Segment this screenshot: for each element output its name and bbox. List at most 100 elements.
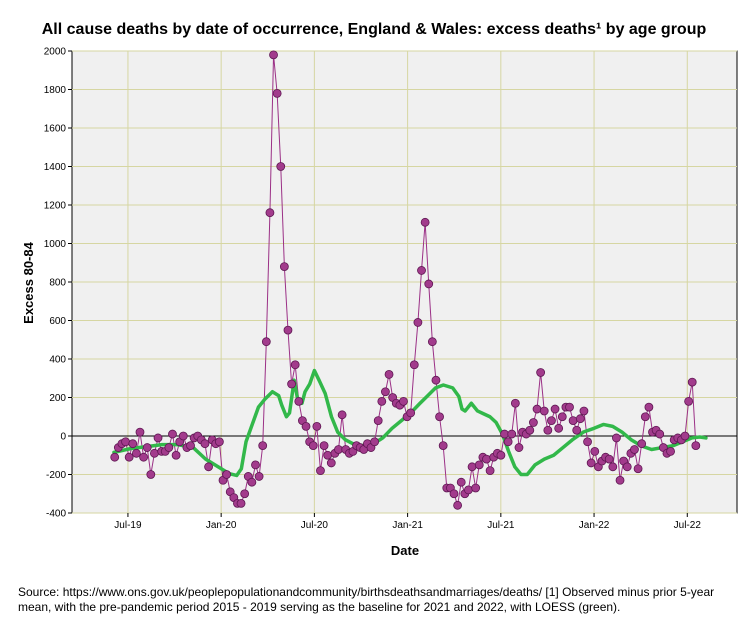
data-point — [168, 429, 177, 439]
data-point — [290, 360, 300, 370]
data-point — [124, 452, 134, 462]
axes: -400 -200 0 200 400 600 800 1000 1200 1400 1600 180… — [44, 47, 737, 531]
gridlines — [72, 50, 737, 514]
y-tick-label: 1000 — [44, 239, 67, 250]
data-point — [294, 396, 304, 406]
data-point — [644, 402, 654, 412]
y-tick-label: 2000 — [44, 47, 67, 58]
data-point — [276, 162, 286, 171]
data-point — [131, 448, 141, 458]
data-point — [110, 452, 120, 462]
data-point — [583, 437, 592, 447]
data-point — [557, 412, 567, 422]
x-axis-label: Date — [391, 543, 419, 558]
data-point — [655, 429, 665, 439]
data-point — [467, 462, 477, 472]
data-point — [406, 408, 416, 418]
data-point — [334, 445, 343, 454]
data-point — [471, 483, 481, 493]
data-point — [373, 416, 383, 426]
data-point — [337, 410, 347, 420]
data-point — [164, 443, 174, 452]
data-point — [449, 489, 459, 499]
data-point — [543, 425, 553, 435]
data-point — [485, 466, 495, 476]
data-point — [608, 462, 618, 472]
x-tick-label: Jan-21 — [392, 520, 423, 531]
data-point — [622, 462, 632, 472]
data-point — [171, 450, 181, 460]
data-point — [261, 337, 271, 347]
data-point — [200, 439, 210, 449]
data-point — [178, 431, 188, 441]
data-point — [684, 396, 694, 406]
data-point — [399, 396, 408, 406]
y-tick-label: 0 — [60, 432, 66, 443]
x-tick-label: Jan-20 — [206, 520, 237, 531]
data-point — [503, 437, 513, 447]
data-point — [496, 450, 506, 460]
data-point — [482, 454, 491, 464]
y-tick-label: 200 — [49, 393, 66, 404]
data-point — [565, 402, 574, 412]
data-points — [110, 50, 701, 510]
data-point — [377, 396, 387, 406]
data-point — [135, 427, 145, 437]
data-point — [287, 379, 296, 389]
y-tick-label: -400 — [46, 509, 66, 520]
data-point — [222, 470, 232, 479]
x-tick-label: Jul-22 — [674, 520, 702, 531]
data-point — [507, 429, 517, 439]
y-tick-label: 1600 — [44, 124, 67, 135]
data-point — [384, 369, 394, 379]
data-point — [139, 452, 149, 462]
data-point — [586, 458, 596, 468]
data-point — [424, 279, 434, 289]
data-point — [633, 464, 643, 474]
data-point — [146, 470, 156, 479]
y-tick-label: -200 — [46, 470, 66, 481]
data-point — [420, 217, 430, 227]
chart-title: All cause deaths by date of occurrence, … — [42, 21, 707, 38]
data-point — [283, 325, 293, 335]
data-point — [186, 441, 195, 451]
x-tick-label: Jul-20 — [301, 520, 329, 531]
data-point — [474, 460, 484, 470]
data-point — [640, 412, 650, 422]
data-point — [464, 485, 473, 495]
data-point — [453, 500, 463, 510]
data-point — [381, 387, 390, 397]
data-point — [204, 462, 213, 472]
data-point — [326, 458, 336, 468]
data-point — [680, 431, 690, 441]
data-point — [258, 441, 268, 451]
data-point — [431, 375, 441, 385]
data-point — [500, 429, 509, 439]
data-point — [121, 437, 130, 447]
data-point — [536, 368, 546, 377]
data-point — [323, 450, 333, 460]
data-point — [413, 318, 423, 327]
x-tick-label: Jul-19 — [114, 520, 142, 531]
data-point — [438, 441, 448, 451]
data-point — [572, 425, 582, 435]
y-axis-label: Excess 80-84 — [21, 241, 36, 323]
source-footnote: Source: https://www.ons.gov.uk/peoplepop… — [18, 585, 715, 614]
data-point — [312, 421, 322, 431]
data-point — [427, 337, 437, 347]
data-point — [615, 475, 625, 485]
data-point — [539, 406, 549, 416]
data-point — [579, 406, 589, 416]
data-point — [550, 404, 560, 414]
data-point — [214, 437, 224, 447]
y-tick-label: 1800 — [44, 85, 67, 96]
data-point — [687, 377, 697, 387]
data-point — [417, 266, 426, 275]
data-point — [409, 360, 419, 370]
data-point — [547, 416, 556, 426]
data-point — [666, 446, 675, 456]
data-point — [240, 489, 250, 499]
data-point — [525, 425, 535, 435]
data-point — [456, 477, 466, 487]
data-point — [370, 437, 379, 447]
